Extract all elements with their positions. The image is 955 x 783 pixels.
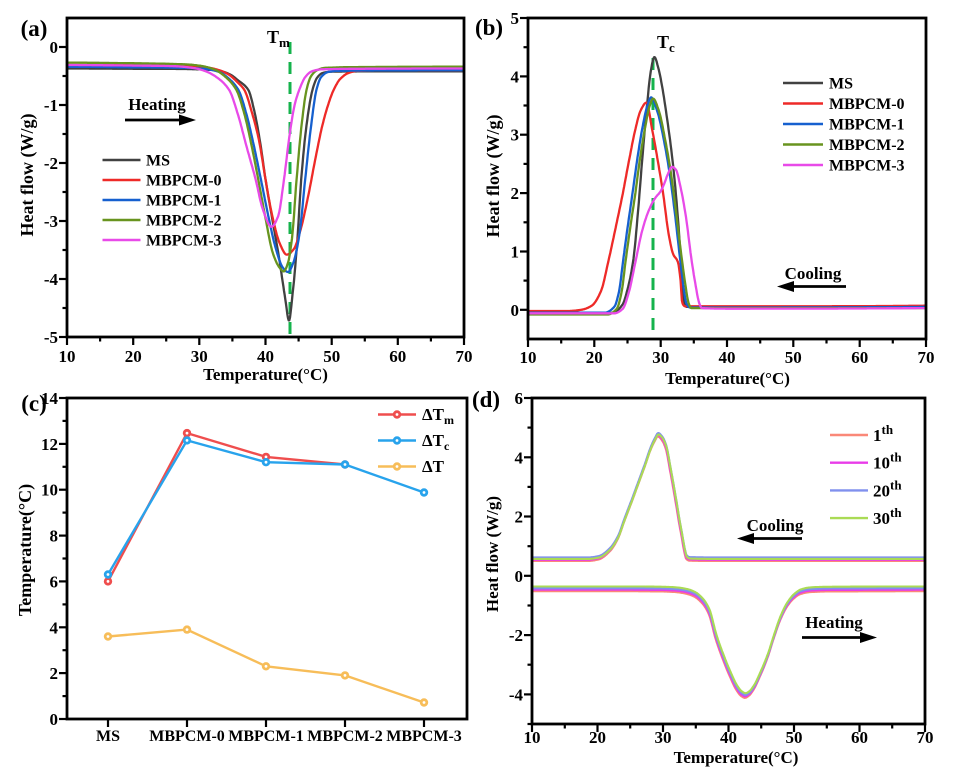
svg-text:4: 4 <box>511 67 520 86</box>
svg-text:60: 60 <box>851 728 868 747</box>
svg-text:(a): (a) <box>21 16 48 41</box>
svg-text:Heating: Heating <box>128 95 186 114</box>
svg-text:10: 10 <box>524 728 541 747</box>
svg-text:MBPCM-0: MBPCM-0 <box>829 96 905 113</box>
svg-text:(b): (b) <box>475 15 503 40</box>
svg-text:70: 70 <box>456 347 473 366</box>
svg-text:Cooling: Cooling <box>785 264 842 283</box>
svg-text:(d): (d) <box>472 387 500 412</box>
svg-text:20: 20 <box>586 348 603 367</box>
svg-text:-3: -3 <box>44 212 58 231</box>
svg-text:MBPCM-2: MBPCM-2 <box>146 213 222 230</box>
svg-text:0: 0 <box>515 567 524 586</box>
svg-text:20: 20 <box>589 728 606 747</box>
svg-text:Heat flow (W/g): Heat flow (W/g) <box>17 114 38 237</box>
svg-text:-2: -2 <box>509 626 523 645</box>
svg-text:-5: -5 <box>44 328 58 347</box>
svg-text:10: 10 <box>520 348 537 367</box>
svg-text:40: 40 <box>719 348 736 367</box>
svg-text:70: 70 <box>917 728 934 747</box>
svg-text:MBPCM-2: MBPCM-2 <box>307 728 383 745</box>
svg-text:MBPCM-3: MBPCM-3 <box>386 728 462 745</box>
svg-text:20: 20 <box>125 347 142 366</box>
svg-text:2: 2 <box>50 664 59 683</box>
svg-text:MBPCM-1: MBPCM-1 <box>146 193 222 210</box>
svg-text:6: 6 <box>515 389 524 408</box>
svg-text:Heat flow (W/g): Heat flow (W/g) <box>483 496 502 612</box>
svg-text:Temperature(°C): Temperature(°C) <box>665 369 790 388</box>
svg-text:60: 60 <box>851 348 868 367</box>
svg-text:10: 10 <box>41 481 58 500</box>
svg-text:ΔT: ΔT <box>422 457 445 476</box>
svg-text:(c): (c) <box>21 391 47 416</box>
svg-text:MBPCM-0: MBPCM-0 <box>149 728 225 745</box>
svg-text:MBPCM-0: MBPCM-0 <box>146 173 222 190</box>
svg-text:4: 4 <box>50 618 59 637</box>
svg-text:-1: -1 <box>44 96 58 115</box>
svg-text:12: 12 <box>41 435 58 454</box>
svg-text:3: 3 <box>511 126 520 145</box>
svg-text:60: 60 <box>389 347 406 366</box>
svg-text:ΔTc: ΔTc <box>422 431 450 453</box>
svg-text:MS: MS <box>96 728 120 745</box>
svg-text:14: 14 <box>41 389 59 408</box>
svg-text:Temperature(°C): Temperature(°C) <box>674 748 799 767</box>
svg-text:30: 30 <box>655 728 672 747</box>
svg-text:50: 50 <box>785 348 802 367</box>
svg-text:30: 30 <box>191 347 208 366</box>
svg-text:0: 0 <box>50 710 59 729</box>
svg-text:50: 50 <box>323 347 340 366</box>
svg-text:Temperature(°C): Temperature(°C) <box>15 484 36 616</box>
svg-text:8: 8 <box>50 527 59 546</box>
svg-text:40: 40 <box>257 347 274 366</box>
svg-text:10: 10 <box>59 347 76 366</box>
svg-text:Cooling: Cooling <box>747 516 804 535</box>
svg-text:4: 4 <box>515 448 524 467</box>
svg-text:70: 70 <box>918 348 935 367</box>
svg-text:-2: -2 <box>44 154 58 173</box>
svg-text:0: 0 <box>511 301 520 320</box>
svg-text:MBPCM-2: MBPCM-2 <box>829 137 905 154</box>
svg-text:50: 50 <box>786 728 803 747</box>
svg-text:MBPCM-1: MBPCM-1 <box>829 117 905 134</box>
svg-text:40: 40 <box>720 728 737 747</box>
svg-text:2: 2 <box>515 508 524 527</box>
svg-text:Heat flow (W/g): Heat flow (W/g) <box>483 115 504 238</box>
svg-text:Heating: Heating <box>805 613 863 632</box>
svg-text:MS: MS <box>829 76 853 93</box>
svg-text:MBPCM-3: MBPCM-3 <box>829 158 905 175</box>
svg-text:-4: -4 <box>509 685 524 704</box>
svg-text:Temperature(°C): Temperature(°C) <box>203 365 328 384</box>
svg-text:-4: -4 <box>44 270 59 289</box>
svg-text:30: 30 <box>652 348 669 367</box>
svg-text:5: 5 <box>511 9 520 28</box>
svg-text:MBPCM-3: MBPCM-3 <box>146 233 222 250</box>
svg-text:2: 2 <box>511 184 520 203</box>
svg-text:1: 1 <box>511 243 520 262</box>
svg-text:MS: MS <box>146 153 170 170</box>
svg-text:MBPCM-1: MBPCM-1 <box>228 728 304 745</box>
svg-text:0: 0 <box>50 38 59 57</box>
svg-text:6: 6 <box>50 572 59 591</box>
